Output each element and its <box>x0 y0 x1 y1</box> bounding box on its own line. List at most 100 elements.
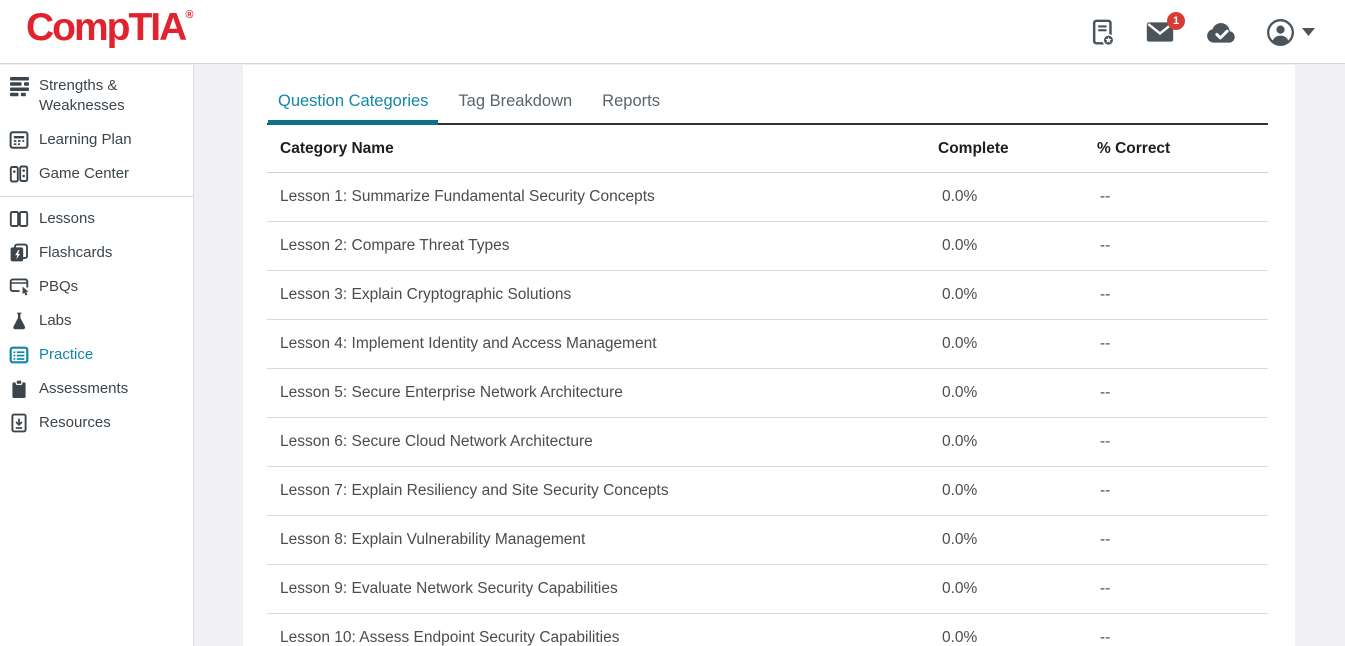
complete-cell: 0.0% <box>942 629 978 646</box>
sidebar-item-label: Strengths & Weaknesses <box>39 77 125 114</box>
percent-correct-cell: -- <box>1100 580 1111 597</box>
sidebar-item-label: Learning Plan <box>39 131 132 148</box>
sidebar-item-label: Flashcards <box>39 244 113 261</box>
percent-correct-cell: -- <box>1100 629 1111 646</box>
complete-cell: 0.0% <box>942 286 978 303</box>
account-icon <box>1266 18 1295 47</box>
table-row: Lesson 10: Assess Endpoint Security Capa… <box>267 614 1268 646</box>
complete-cell: 0.0% <box>942 580 978 597</box>
sidebar-item-lessons[interactable]: Lessons <box>0 202 193 236</box>
sidebar-item-labs[interactable]: Labs <box>0 304 193 338</box>
sidebar-nav: Strengths & Weaknesses Learning Plan <box>0 65 194 646</box>
main-content: Question Categories Tag Breakdown Report… <box>243 65 1295 646</box>
sidebar-item-label: Practice <box>39 346 94 363</box>
tab-label: Question Categories <box>278 91 429 110</box>
sidebar-item-label: PBQs <box>39 278 79 295</box>
sidebar-item-resources[interactable]: Resources <box>0 406 193 440</box>
percent-correct-cell: -- <box>1100 433 1111 450</box>
pbqs-icon <box>8 277 30 297</box>
sidebar-item-game-center[interactable]: Game Center <box>0 157 193 191</box>
complete-cell: 0.0% <box>942 531 978 548</box>
tab-label: Reports <box>602 91 660 110</box>
sidebar-divider <box>0 196 193 197</box>
category-name-cell: Lesson 7: Explain Resiliency and Site Se… <box>280 482 669 499</box>
category-name-cell: Lesson 1: Summarize Fundamental Security… <box>280 188 655 205</box>
sidebar-item-flashcards[interactable]: Flashcards <box>0 236 193 270</box>
exam-report-icon <box>1089 19 1116 46</box>
practice-icon <box>8 345 30 365</box>
comptia-logo-text: CompTIA <box>26 6 187 49</box>
sidebar-item-label: Labs <box>39 312 72 329</box>
percent-correct-cell: -- <box>1100 531 1111 548</box>
cloud-check-icon <box>1204 19 1237 46</box>
sidebar-item-label: Assessments <box>39 380 129 397</box>
table-row: Lesson 8: Explain Vulnerability Manageme… <box>267 516 1268 565</box>
column-header-complete: Complete <box>938 139 1009 157</box>
sidebar-item-assessments[interactable]: Assessments <box>0 372 193 406</box>
table-row: Lesson 2: Compare Threat Types 0.0% -- <box>267 222 1268 271</box>
sidebar-item-strengths-weaknesses[interactable]: Strengths & Weaknesses <box>0 69 193 123</box>
category-name-cell: Lesson 5: Secure Enterprise Network Arch… <box>280 384 623 401</box>
category-name-cell: Lesson 9: Evaluate Network Security Capa… <box>280 580 618 597</box>
complete-cell: 0.0% <box>942 237 978 254</box>
strengths-weaknesses-icon <box>8 76 30 97</box>
resources-icon <box>8 413 30 433</box>
complete-cell: 0.0% <box>942 433 978 450</box>
table-row: Lesson 3: Explain Cryptographic Solution… <box>267 271 1268 320</box>
table-row: Lesson 9: Evaluate Network Security Capa… <box>267 565 1268 614</box>
table-row: Lesson 7: Explain Resiliency and Site Se… <box>267 467 1268 516</box>
sidebar-item-label: Lessons <box>39 210 95 227</box>
tab-label: Tag Breakdown <box>458 91 573 110</box>
registered-mark: ® <box>185 9 194 21</box>
percent-correct-cell: -- <box>1100 384 1111 401</box>
category-name-cell: Lesson 4: Implement Identity and Access … <box>280 335 657 352</box>
sidebar-item-pbqs[interactable]: PBQs <box>0 270 193 304</box>
question-categories-table: Category Name Complete % Correct Lesson … <box>267 125 1268 646</box>
labs-icon <box>8 311 30 331</box>
account-menu-button[interactable] <box>1266 18 1315 47</box>
complete-cell: 0.0% <box>942 482 978 499</box>
table-row: Lesson 5: Secure Enterprise Network Arch… <box>267 369 1268 418</box>
complete-cell: 0.0% <box>942 188 978 205</box>
game-center-icon <box>8 164 30 184</box>
mail-button[interactable]: 1 <box>1145 12 1185 44</box>
tab-question-categories[interactable]: Question Categories <box>268 65 439 125</box>
mail-notification-badge: 1 <box>1167 12 1185 30</box>
assessments-icon <box>8 379 30 399</box>
lessons-icon <box>8 209 30 229</box>
table-row: Lesson 6: Secure Cloud Network Architect… <box>267 418 1268 467</box>
sidebar-item-practice[interactable]: Practice <box>0 338 193 372</box>
tab-reports[interactable]: Reports <box>592 65 670 123</box>
header-icon-group: 1 <box>1089 0 1315 64</box>
table-row: Lesson 4: Implement Identity and Access … <box>267 320 1268 369</box>
column-header-category-name: Category Name <box>280 139 394 157</box>
mail-icon <box>1145 20 1175 44</box>
learning-plan-icon <box>8 130 30 150</box>
category-name-cell: Lesson 3: Explain Cryptographic Solution… <box>280 286 572 303</box>
sidebar-item-learning-plan[interactable]: Learning Plan <box>0 123 193 157</box>
flashcards-icon <box>8 243 30 263</box>
table-header-row: Category Name Complete % Correct <box>267 125 1268 173</box>
sidebar-item-label: Resources <box>39 414 111 431</box>
percent-correct-cell: -- <box>1100 237 1111 254</box>
percent-correct-cell: -- <box>1100 188 1111 205</box>
column-header-percent-correct: % Correct <box>1097 139 1171 157</box>
percent-correct-cell: -- <box>1100 286 1111 303</box>
percent-correct-cell: -- <box>1100 482 1111 499</box>
cloud-sync-button[interactable] <box>1204 19 1237 46</box>
percent-correct-cell: -- <box>1100 335 1111 352</box>
category-name-cell: Lesson 8: Explain Vulnerability Manageme… <box>280 531 586 548</box>
category-name-cell: Lesson 10: Assess Endpoint Security Capa… <box>280 629 620 646</box>
comptia-logo[interactable]: CompTIA® <box>26 6 193 50</box>
table-row: Lesson 1: Summarize Fundamental Security… <box>267 173 1268 222</box>
complete-cell: 0.0% <box>942 384 978 401</box>
top-header: CompTIA® <box>0 0 1345 64</box>
sidebar-item-label: Game Center <box>39 165 130 182</box>
chevron-down-icon <box>1302 28 1315 36</box>
exam-report-button[interactable] <box>1089 19 1116 46</box>
complete-cell: 0.0% <box>942 335 978 352</box>
category-name-cell: Lesson 6: Secure Cloud Network Architect… <box>280 433 593 450</box>
category-name-cell: Lesson 2: Compare Threat Types <box>280 237 510 254</box>
tab-tag-breakdown[interactable]: Tag Breakdown <box>448 65 582 123</box>
